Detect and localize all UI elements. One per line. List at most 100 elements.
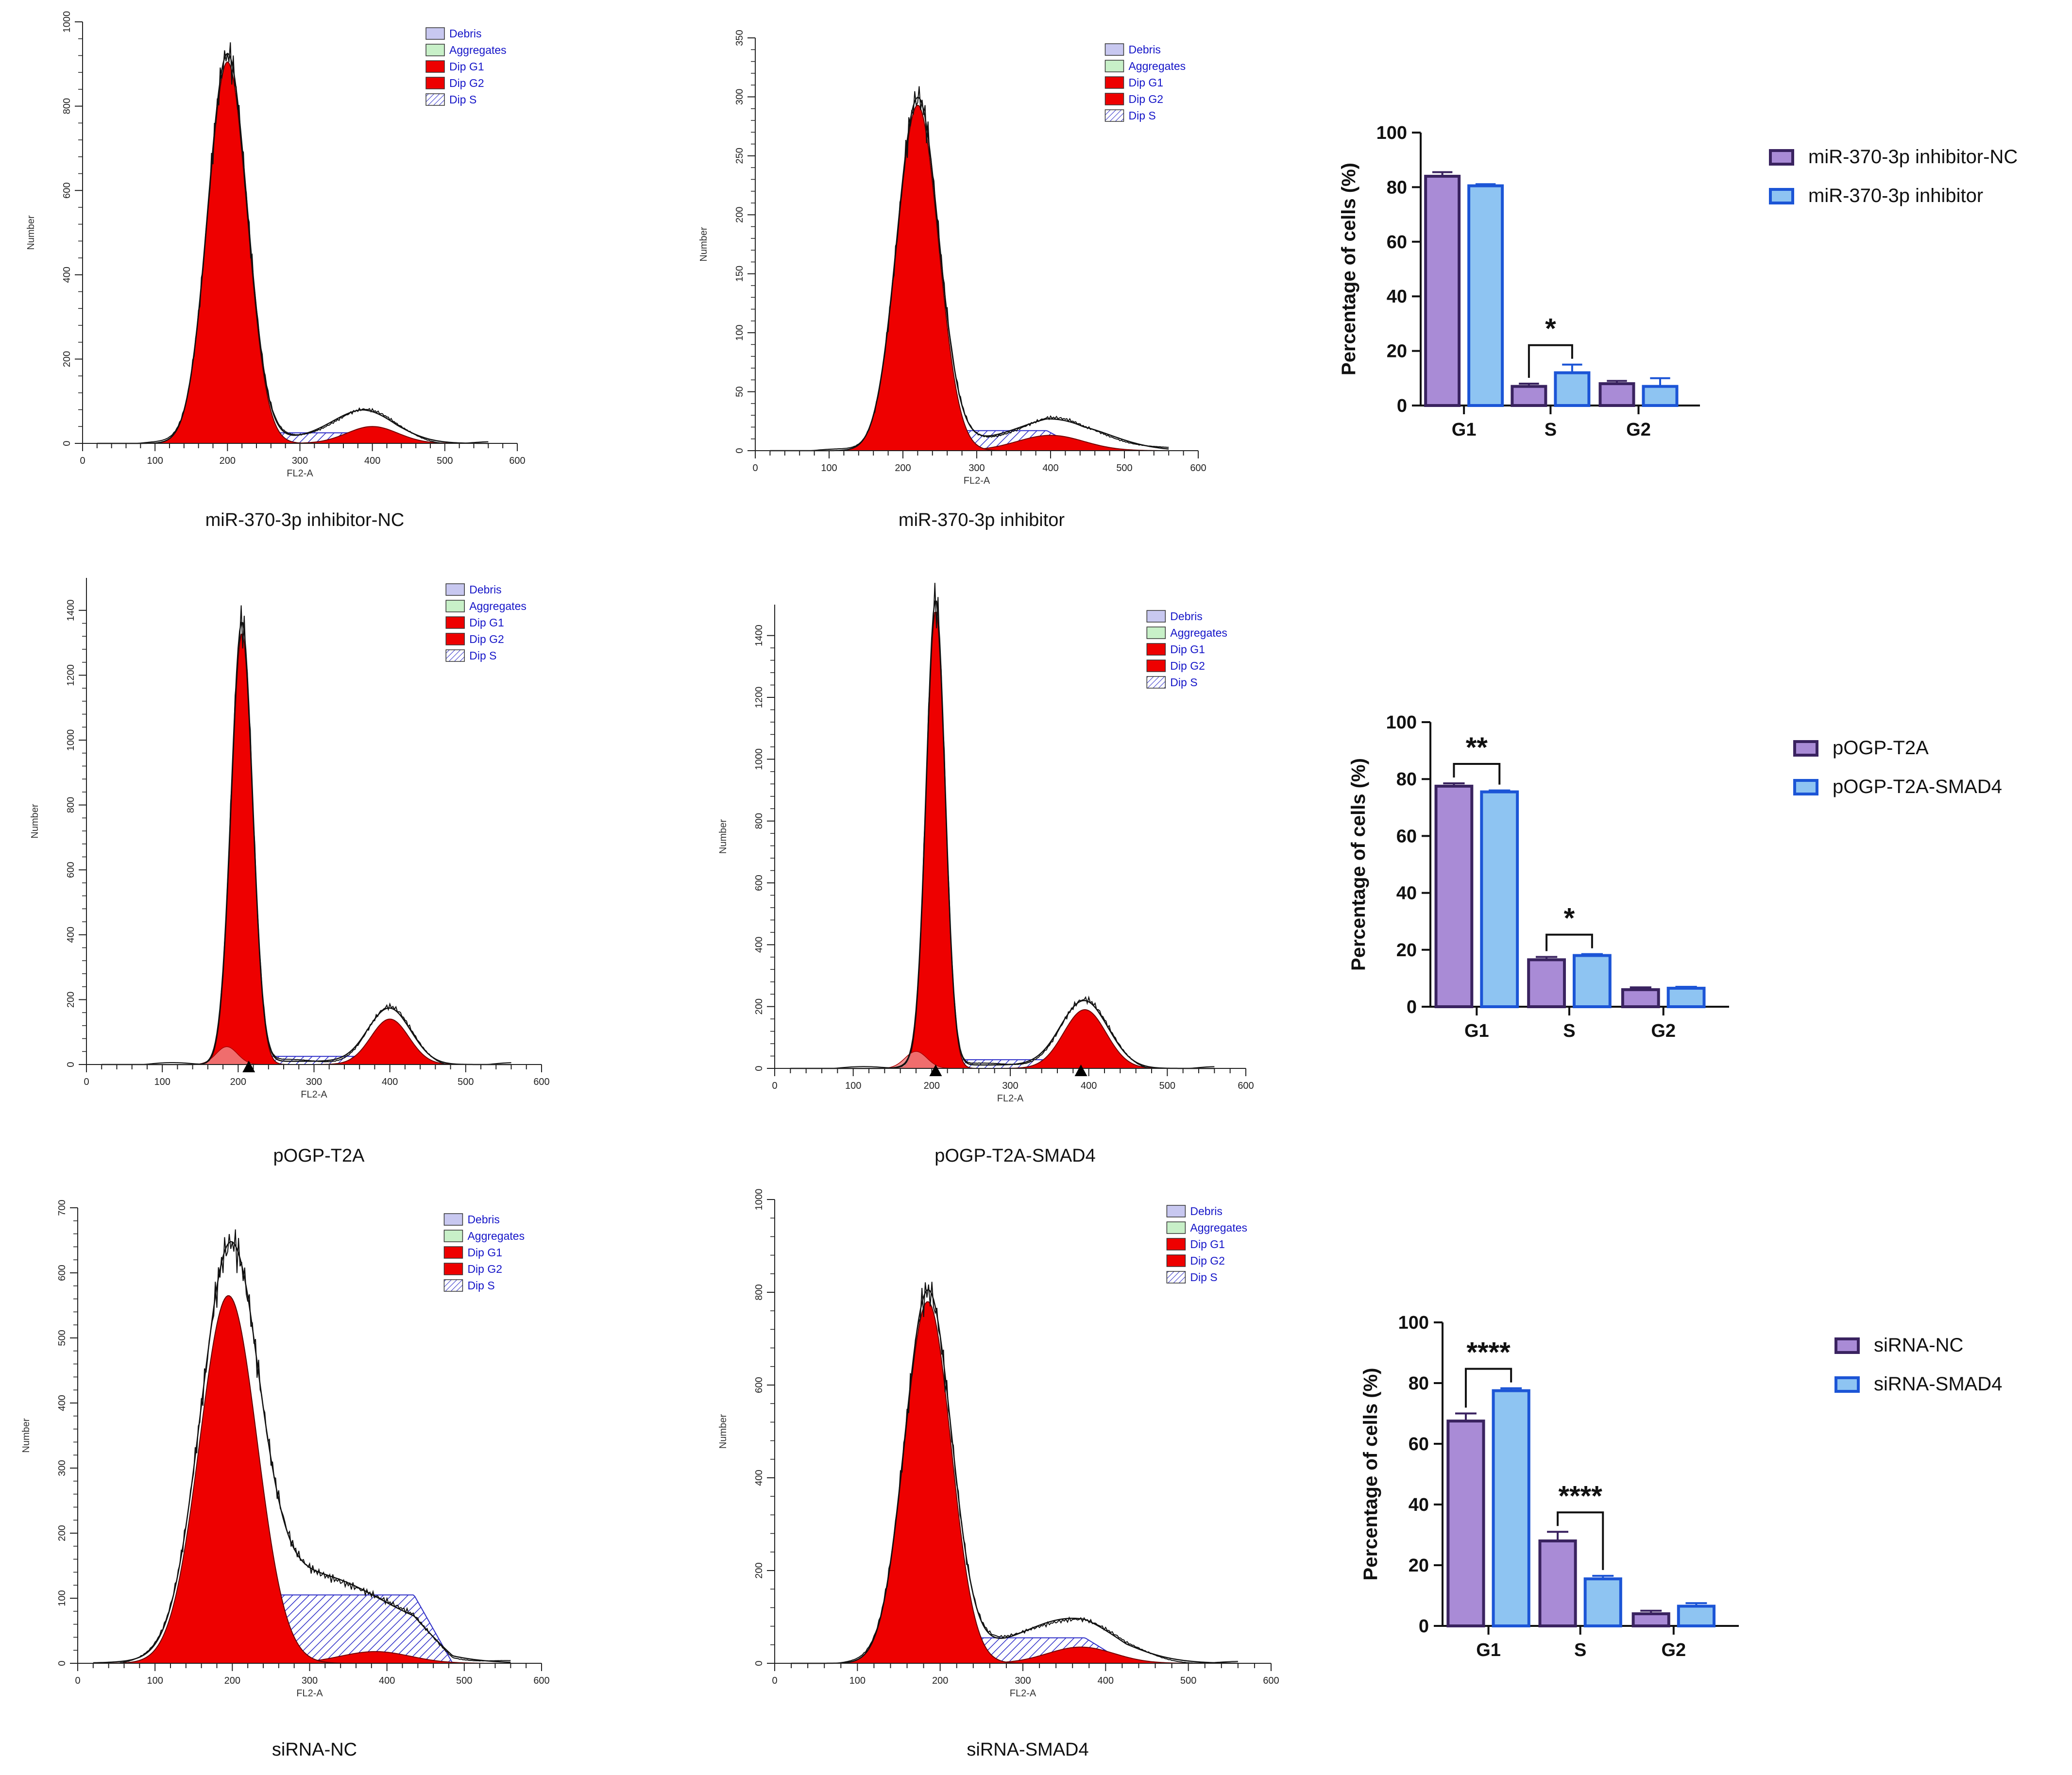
x-tick-label: S bbox=[1545, 420, 1557, 440]
bar-S-treatment bbox=[1554, 371, 1591, 407]
dip-g1-peak bbox=[791, 1301, 1238, 1664]
bar-G2-treatment bbox=[1642, 385, 1679, 407]
y-tick-label: 20 bbox=[1396, 940, 1417, 961]
x-tick-label: 600 bbox=[533, 1077, 549, 1087]
raw-trace bbox=[93, 1229, 511, 1664]
legend-label: Aggregates bbox=[467, 1230, 525, 1242]
bar-G1-treatment bbox=[1467, 184, 1504, 407]
legend-label: Aggregates bbox=[1190, 1221, 1247, 1234]
x-tick-label: 100 bbox=[849, 1675, 866, 1686]
y-tick-label: 20 bbox=[1387, 341, 1407, 362]
legend-swatch bbox=[1104, 76, 1124, 89]
x-tick-label: 200 bbox=[220, 456, 236, 466]
legend-label: Dip G2 bbox=[1128, 93, 1163, 105]
legend-swatch bbox=[1104, 43, 1124, 56]
y-tick-label: 800 bbox=[66, 797, 76, 813]
x-tick-label: 400 bbox=[1042, 463, 1058, 473]
legend-label: Dip S bbox=[467, 1279, 494, 1292]
raw-trace bbox=[791, 1282, 1238, 1664]
y-tick-label: 150 bbox=[734, 266, 745, 282]
y-tick-label: 0 bbox=[1407, 997, 1417, 1017]
legend-swatch bbox=[425, 93, 445, 106]
raw-trace bbox=[790, 583, 1215, 1069]
x-tick-label: G1 bbox=[1476, 1640, 1501, 1660]
legend-label: Aggregates bbox=[1170, 626, 1227, 639]
y-axis-label: Number bbox=[21, 1418, 32, 1453]
x-tick-label: 300 bbox=[302, 1675, 318, 1686]
legend-label: Dip S bbox=[449, 93, 476, 106]
x-tick-label: 0 bbox=[84, 1077, 89, 1087]
x-tick-label: 500 bbox=[456, 1675, 472, 1686]
y-tick-label: 1000 bbox=[754, 748, 764, 770]
panel-caption: miR-370-3p inhibitor-NC bbox=[205, 510, 405, 530]
x-tick-label: 400 bbox=[1098, 1675, 1114, 1686]
y-axis-label: Number bbox=[26, 215, 36, 250]
x-tick-label: 300 bbox=[968, 463, 985, 473]
gate-marker bbox=[1074, 1065, 1087, 1076]
y-tick-label: 60 bbox=[1396, 826, 1417, 846]
significance-bracket bbox=[1557, 1511, 1604, 1570]
bar-chart-3: 0 20 40 60 80 100 Percentage of cells (%) G1 S G2… bbox=[1360, 1313, 2002, 1660]
x-tick-label: G1 bbox=[1452, 420, 1477, 440]
y-tick-label: 1000 bbox=[754, 1189, 764, 1211]
y-tick-label: 600 bbox=[754, 1377, 764, 1393]
x-tick-label: 600 bbox=[509, 456, 525, 466]
legend-label: Dip S bbox=[1128, 109, 1155, 122]
legend-swatch bbox=[1146, 659, 1166, 672]
panel-caption: pOGP-T2A bbox=[273, 1146, 365, 1166]
x-tick-label: 0 bbox=[75, 1675, 80, 1686]
legend-label: Aggregates bbox=[1128, 60, 1186, 72]
panel-caption: siRNA-SMAD4 bbox=[967, 1740, 1088, 1760]
y-tick-label: 1000 bbox=[62, 11, 72, 33]
panel-caption: miR-370-3p inhibitor bbox=[899, 510, 1065, 530]
bar-S-treatment bbox=[1572, 954, 1612, 1009]
y-tick-label: 80 bbox=[1387, 177, 1407, 198]
y-tick-label: 200 bbox=[734, 207, 745, 223]
x-tick-label: G2 bbox=[1651, 1021, 1676, 1041]
y-tick-label: 400 bbox=[66, 927, 76, 943]
legend-swatch bbox=[443, 1263, 463, 1275]
legend-label: Debris bbox=[469, 583, 501, 596]
x-tick-label: 200 bbox=[932, 1675, 948, 1686]
legend-swatch bbox=[445, 616, 465, 629]
x-tick-label: 200 bbox=[224, 1675, 240, 1686]
legend-swatch bbox=[1104, 109, 1124, 122]
x-tick-label: 0 bbox=[772, 1081, 777, 1091]
legend-swatch bbox=[445, 600, 465, 612]
y-tick-label: 400 bbox=[754, 1470, 764, 1486]
y-tick-label: 0 bbox=[62, 440, 72, 446]
y-tick-label: 80 bbox=[1409, 1373, 1429, 1394]
x-axis-label: FL2-A bbox=[997, 1093, 1024, 1104]
x-tick-label: S bbox=[1574, 1640, 1586, 1660]
x-tick-label: G1 bbox=[1464, 1021, 1489, 1041]
y-tick-label: 800 bbox=[754, 813, 764, 829]
x-tick-label: 100 bbox=[147, 456, 163, 466]
bar-G2-treatment bbox=[1677, 1605, 1716, 1627]
raw-trace bbox=[770, 86, 1169, 451]
y-tick-label: 0 bbox=[734, 448, 745, 453]
legend-swatch bbox=[1146, 610, 1166, 623]
bar-charts: 0 20 40 60 80 100 Percentage of cells (%) G1 S G2… bbox=[1338, 123, 2018, 1660]
legend-swatch bbox=[1146, 643, 1166, 656]
legend-label: Dip G1 bbox=[449, 60, 484, 73]
legend-swatch bbox=[1166, 1238, 1186, 1251]
y-tick-label: 1400 bbox=[66, 600, 76, 622]
legend-swatch bbox=[445, 583, 465, 596]
bar-G1-treatment bbox=[1480, 790, 1519, 1008]
x-tick-label: 300 bbox=[292, 456, 308, 466]
x-tick-label: 500 bbox=[1180, 1675, 1196, 1686]
significance-bracket bbox=[1528, 344, 1573, 378]
legend-label: Dip G2 bbox=[467, 1263, 502, 1275]
y-axis-label: Percentage of cells (%) bbox=[1360, 1368, 1381, 1581]
x-tick-label: 200 bbox=[230, 1077, 246, 1087]
significance-stars: ** bbox=[1466, 732, 1488, 763]
legend-label: Dip G1 bbox=[467, 1246, 502, 1259]
y-tick-label: 60 bbox=[1409, 1434, 1429, 1454]
x-tick-label: 300 bbox=[306, 1077, 322, 1087]
significance-bracket bbox=[1546, 933, 1593, 951]
x-tick-label: G2 bbox=[1661, 1640, 1686, 1660]
bar-G2-control bbox=[1631, 1612, 1670, 1627]
x-tick-label: 200 bbox=[924, 1081, 940, 1091]
x-tick-label: 600 bbox=[1238, 1081, 1254, 1091]
